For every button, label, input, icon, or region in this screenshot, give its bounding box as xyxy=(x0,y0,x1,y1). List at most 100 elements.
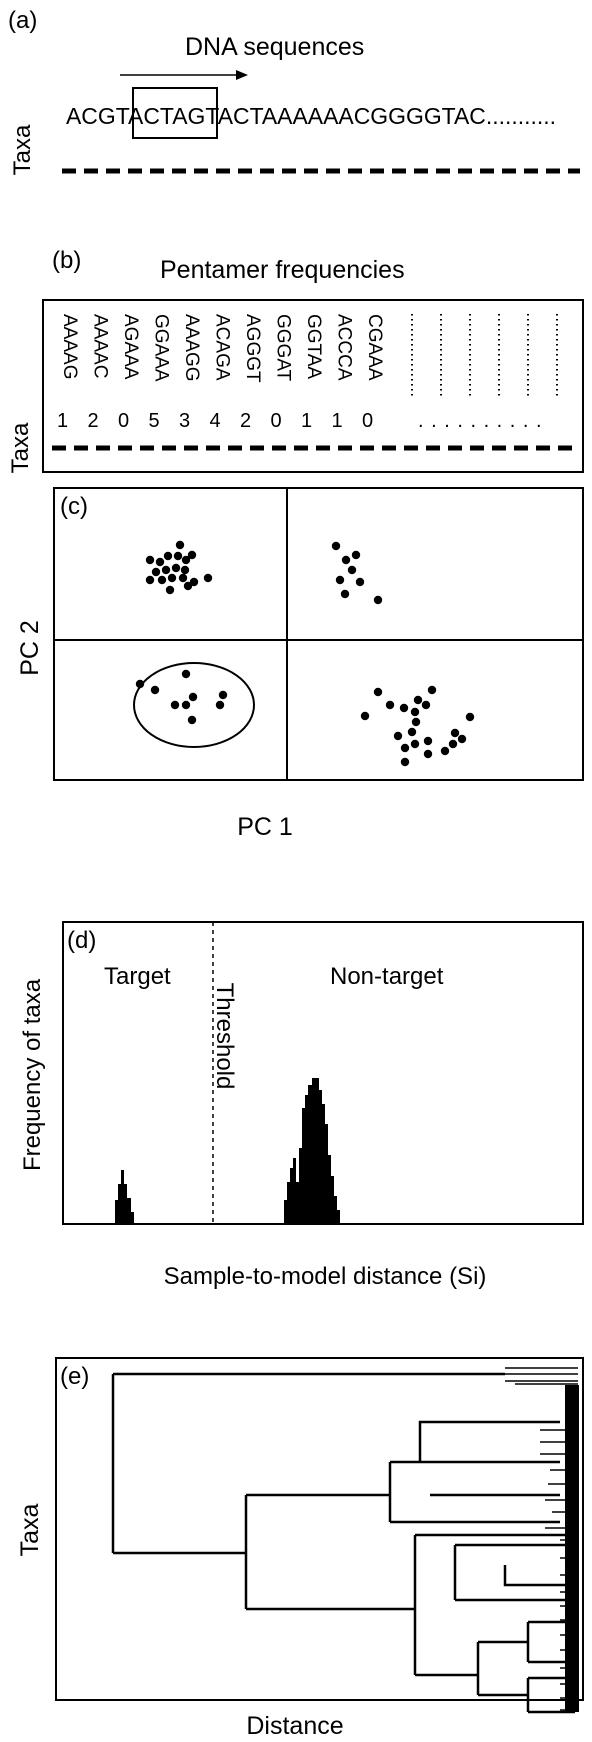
pentamer-count: 2 xyxy=(88,410,99,432)
pentamer-dot-columns xyxy=(411,314,558,398)
panel-b-title: Pentamer frequencies xyxy=(160,256,405,284)
pca-point xyxy=(400,757,410,767)
pentamer-table-box xyxy=(42,299,584,473)
panel-c-ylabel: PC 2 xyxy=(16,620,44,676)
arrowhead-icon xyxy=(236,70,248,80)
pca-point xyxy=(355,577,365,587)
pentamer-label: AAAAG xyxy=(59,314,80,379)
pca-point xyxy=(163,551,173,561)
pca-point xyxy=(393,731,403,741)
pca-point xyxy=(407,727,417,737)
pentamer-label: ACCCA xyxy=(334,314,355,381)
pca-point xyxy=(423,749,433,759)
pca-point xyxy=(347,565,357,575)
pca-point xyxy=(340,589,350,599)
panel-c-xlabel: PC 1 xyxy=(237,813,293,841)
pca-point xyxy=(165,585,175,595)
pca-point xyxy=(181,555,191,565)
pca-point xyxy=(373,687,383,697)
pca-point xyxy=(145,575,155,585)
pca-point xyxy=(178,573,188,583)
panel-a-title: DNA sequences xyxy=(185,33,364,61)
pca-point xyxy=(421,700,431,710)
pca-point xyxy=(465,712,475,722)
pca-point xyxy=(215,700,225,710)
pca-point xyxy=(373,595,383,605)
panel-d-label: (d) xyxy=(67,927,96,954)
nontarget-histogram xyxy=(284,1078,340,1224)
panel-b: (b) Pentamer frequencies AAAAG AAAAC AGAAA… xyxy=(7,247,584,473)
target-histogram xyxy=(115,1170,134,1224)
pentamer-label: ACAGA xyxy=(212,314,233,381)
pca-point xyxy=(410,739,420,749)
pca-point xyxy=(341,555,351,565)
panel-a-label: (a) xyxy=(8,7,37,34)
pca-point xyxy=(171,563,181,573)
panel-b-label: (b) xyxy=(52,247,81,274)
pentamer-label: AGGGT xyxy=(242,314,263,383)
nontarget-label: Non-target xyxy=(330,963,444,990)
pca-point xyxy=(400,743,410,753)
pca-point xyxy=(335,575,345,585)
pca-point xyxy=(188,692,198,702)
pca-point xyxy=(151,567,161,577)
panel-a-ylabel: Taxa xyxy=(9,124,36,175)
pca-point xyxy=(218,690,228,700)
panel-b-ylabel: Taxa xyxy=(7,422,34,473)
pca-point xyxy=(457,734,467,744)
pentamer-count: 3 xyxy=(179,410,190,432)
pca-point xyxy=(423,736,433,746)
pentamer-count: 0 xyxy=(118,410,129,432)
pentamer-label: AAAAC xyxy=(90,314,111,378)
pca-point xyxy=(161,565,171,575)
pentamer-label: GGTAA xyxy=(303,314,324,379)
pentamer-count: 4 xyxy=(210,410,221,432)
pca-point xyxy=(427,685,437,695)
panel-e-xlabel: Distance xyxy=(246,1712,343,1737)
pca-point xyxy=(440,746,450,756)
pentamer-label: GGAAA xyxy=(151,314,172,382)
pca-point xyxy=(155,557,165,567)
target-label: Target xyxy=(104,963,171,990)
panel-c: (c) PC 1 PC 2 xyxy=(16,487,584,841)
pca-point xyxy=(351,550,361,560)
pentamer-label: GGGAT xyxy=(273,314,294,382)
pca-point xyxy=(181,700,191,710)
pentamer-count: 1 xyxy=(332,410,343,432)
pca-point xyxy=(175,540,185,550)
pentamer-count: 5 xyxy=(149,410,160,432)
dna-sequence: ACGTACTAGTACTAAAAAACGGGGTAC........... xyxy=(66,103,556,129)
pentamer-count: 1 xyxy=(301,410,312,432)
panel-e-ylabel: Taxa xyxy=(16,1504,44,1557)
pca-point xyxy=(183,581,193,591)
pca-point xyxy=(181,669,191,679)
panel-d: (d) Target Non-target Threshold Sample-t… xyxy=(19,921,584,1290)
pca-point xyxy=(170,700,180,710)
panel-d-xlabel: Sample-to-model distance (Si) xyxy=(164,1263,487,1290)
panel-a: (a) DNA sequences ACGTACTAGTACTAAAAAACGG… xyxy=(8,7,580,175)
pca-point xyxy=(385,700,395,710)
pca-point xyxy=(187,550,197,560)
count-continuation: . . . . . . . . . . xyxy=(418,410,543,432)
pentamer-count: 1 xyxy=(57,410,68,432)
pca-point xyxy=(413,695,423,705)
pca-point xyxy=(410,707,420,717)
pca-point xyxy=(150,685,160,695)
pca-point xyxy=(157,575,167,585)
pentamer-count: 0 xyxy=(271,410,282,432)
pca-point xyxy=(173,551,183,561)
pca-plot-frame xyxy=(53,487,584,781)
pca-points xyxy=(135,540,475,767)
pentamer-columns: AAAAG AAAAC AGAAA GGAAA AAAGG ACAGA AGGGT GGGAT… xyxy=(59,314,385,383)
pentamer-count: 0 xyxy=(362,410,373,432)
pentamer-label: AAAGG xyxy=(181,314,202,382)
window-box xyxy=(132,87,218,139)
pca-point xyxy=(411,717,421,727)
panel-e-label: (e) xyxy=(60,1363,89,1390)
panel-d-ylabel: Frequency of taxa xyxy=(19,978,46,1171)
dendrogram-leaf-mass xyxy=(565,1385,579,1712)
pca-point xyxy=(331,541,341,551)
pca-point xyxy=(167,573,177,583)
pentamer-label: CGAAA xyxy=(364,314,385,381)
